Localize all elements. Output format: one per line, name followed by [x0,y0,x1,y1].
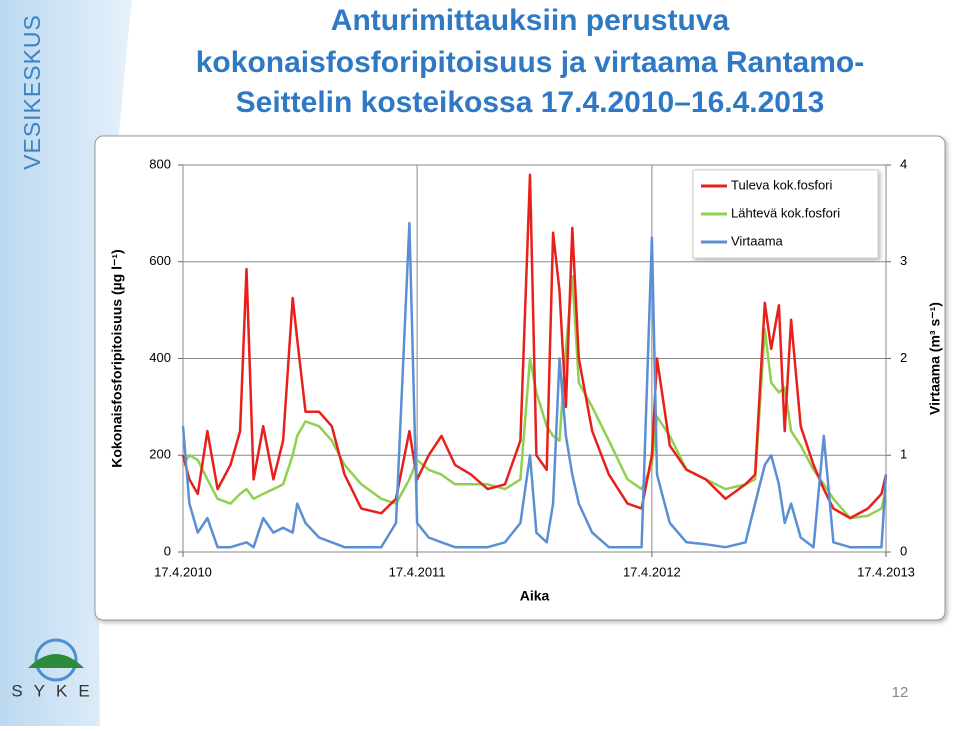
x-tick-label: 17.4.2012 [623,564,681,579]
legend-label: Lähtevä kok.fosfori [731,205,840,220]
y2-tick-label: 0 [900,543,907,558]
legend-label: Virtaama [731,233,784,248]
x-axis-label: Aika [520,588,550,604]
y2-tick-label: 3 [900,253,907,268]
page-number: 12 [892,684,909,701]
title: Anturimittauksiin perustuva kokonaisfosf… [196,4,864,119]
x-tick-label: 17.4.2010 [154,564,212,579]
x-tick-label: 17.4.2013 [857,564,915,579]
y2-tick-label: 4 [900,156,907,171]
logo-icon [28,638,84,682]
y-tick-label: 600 [149,253,171,268]
series-line [181,275,888,520]
title-line: Seittelin kosteikossa 17.4.2010–16.4.201… [236,86,825,119]
x-tick-label: 17.4.2011 [389,564,446,579]
y-tick-label: 800 [149,156,171,171]
logo-text: SYKE [11,681,100,700]
y-tick-label: 0 [164,543,171,558]
y2-tick-label: 2 [900,350,907,365]
title-line: Anturimittauksiin perustuva [331,4,730,37]
y-axis-label: Kokonaisfosforipitoisuus (µg l⁻¹) [109,249,125,467]
y-tick-label: 200 [149,447,171,462]
y2-tick-label: 1 [900,447,907,462]
sidebar-label: VESIKESKUS [19,14,45,170]
legend-label: Tuleva kok.fosfori [731,177,833,192]
plot: 0 200 400 600 800 0 1 2 3 4 17.4.2010 17.4.2011 17.4… [109,156,943,603]
title-line: kokonaisfosforipitoisuus ja virtaama Ran… [196,46,864,79]
series-line [181,221,888,549]
y2-axis-label: Virtaama (m³ s⁻¹) [927,302,943,415]
y-tick-label: 400 [149,350,171,365]
series-line [181,173,888,520]
